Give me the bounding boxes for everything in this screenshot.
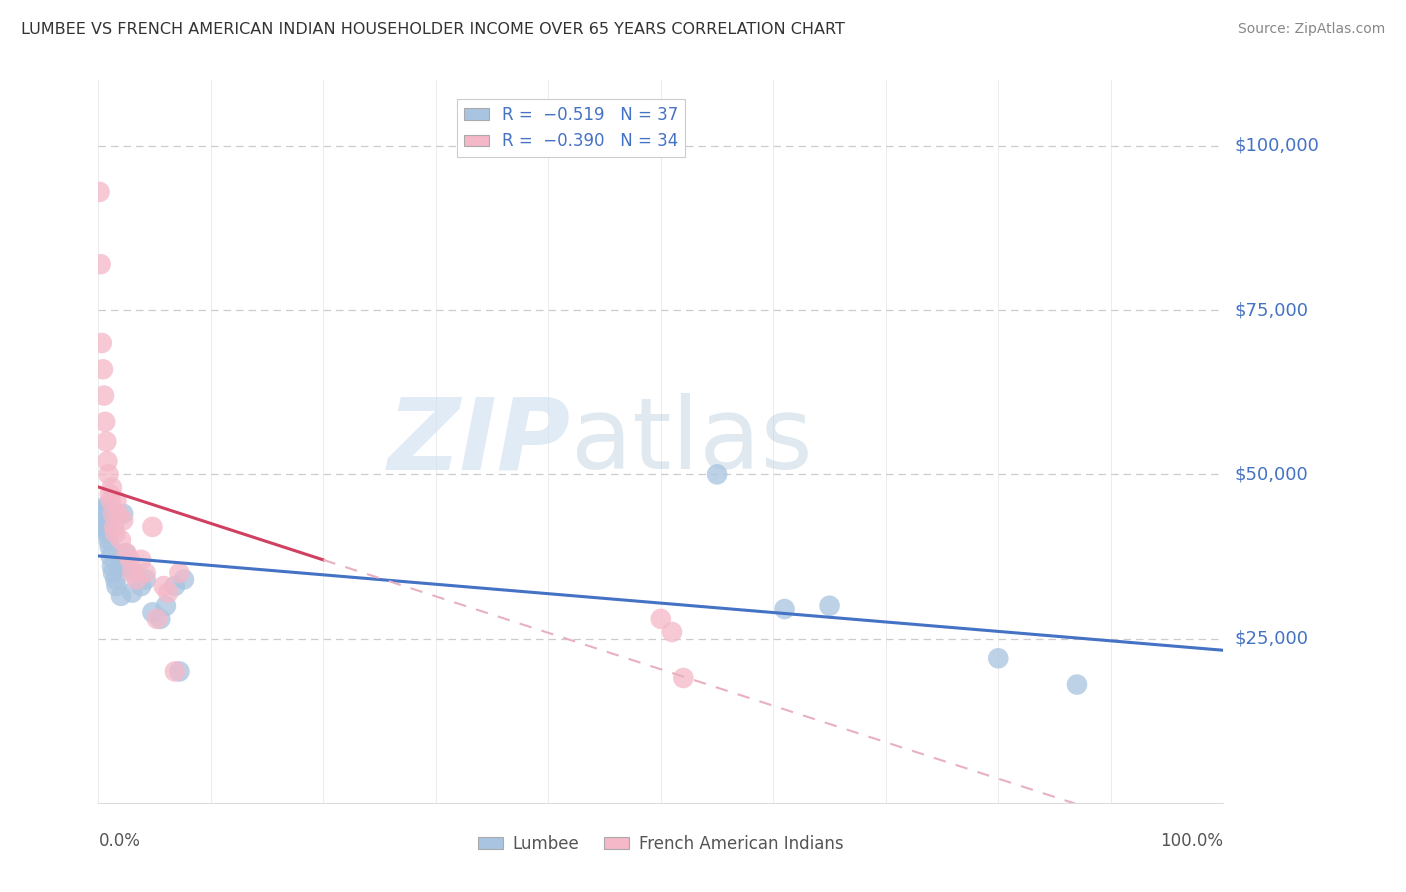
Point <box>1066 677 1088 691</box>
Point <box>97 467 120 482</box>
Point <box>100 493 122 508</box>
Text: $25,000: $25,000 <box>1234 630 1309 648</box>
Text: atlas: atlas <box>571 393 813 490</box>
Point <box>97 533 120 547</box>
Point <box>100 549 122 564</box>
Point <box>101 507 124 521</box>
Point <box>125 573 148 587</box>
Point <box>104 526 127 541</box>
Point <box>157 585 180 599</box>
Point <box>987 651 1010 665</box>
Point <box>101 481 124 495</box>
Point <box>129 579 152 593</box>
Point <box>818 599 841 613</box>
Point <box>169 566 191 580</box>
Point <box>149 612 172 626</box>
Point <box>112 513 135 527</box>
Point <box>121 566 143 580</box>
Point <box>93 500 115 515</box>
Point <box>706 467 728 482</box>
Text: 0.0%: 0.0% <box>98 831 141 850</box>
Text: 100.0%: 100.0% <box>1160 831 1223 850</box>
Point <box>89 507 111 521</box>
Point <box>152 579 174 593</box>
Text: Source: ZipAtlas.com: Source: ZipAtlas.com <box>1237 22 1385 37</box>
Point <box>110 589 132 603</box>
Point <box>96 513 118 527</box>
Point <box>650 612 672 626</box>
Point <box>103 520 125 534</box>
Point <box>90 513 112 527</box>
Point <box>112 507 135 521</box>
Point <box>173 573 195 587</box>
Point <box>107 559 129 574</box>
Text: $75,000: $75,000 <box>1234 301 1309 319</box>
Point <box>96 526 118 541</box>
Point <box>101 559 124 574</box>
Point <box>90 520 112 534</box>
Point <box>773 602 796 616</box>
Point <box>169 665 191 679</box>
Point <box>672 671 695 685</box>
Point <box>90 336 112 351</box>
Point <box>141 520 163 534</box>
Point <box>117 559 139 574</box>
Point <box>124 566 146 580</box>
Point <box>135 573 157 587</box>
Text: ZIP: ZIP <box>388 393 571 490</box>
Point <box>105 579 128 593</box>
Text: $100,000: $100,000 <box>1234 137 1319 155</box>
Text: $50,000: $50,000 <box>1234 466 1308 483</box>
Point <box>146 612 169 626</box>
Point <box>155 599 177 613</box>
Point <box>90 257 112 271</box>
Point <box>94 507 117 521</box>
Point <box>91 510 114 524</box>
Point <box>98 487 121 501</box>
Point <box>96 434 118 449</box>
Point <box>91 362 114 376</box>
Point <box>90 503 112 517</box>
Point <box>135 566 157 580</box>
Point <box>115 546 138 560</box>
Point <box>105 493 128 508</box>
Point <box>110 533 132 547</box>
Point <box>129 553 152 567</box>
Point <box>163 665 186 679</box>
Point <box>121 585 143 599</box>
Point <box>94 415 117 429</box>
Point <box>93 520 115 534</box>
Point <box>89 185 111 199</box>
Point <box>93 388 115 402</box>
Point <box>114 546 136 560</box>
Text: LUMBEE VS FRENCH AMERICAN INDIAN HOUSEHOLDER INCOME OVER 65 YEARS CORRELATION CH: LUMBEE VS FRENCH AMERICAN INDIAN HOUSEHO… <box>21 22 845 37</box>
Point <box>118 553 141 567</box>
Point <box>141 605 163 619</box>
Point <box>661 625 683 640</box>
Point <box>98 540 121 554</box>
Point <box>104 573 127 587</box>
Point <box>107 507 129 521</box>
Point <box>96 454 118 468</box>
Point <box>163 579 186 593</box>
Point <box>101 566 124 580</box>
Legend: Lumbee, French American Indians: Lumbee, French American Indians <box>471 828 851 860</box>
